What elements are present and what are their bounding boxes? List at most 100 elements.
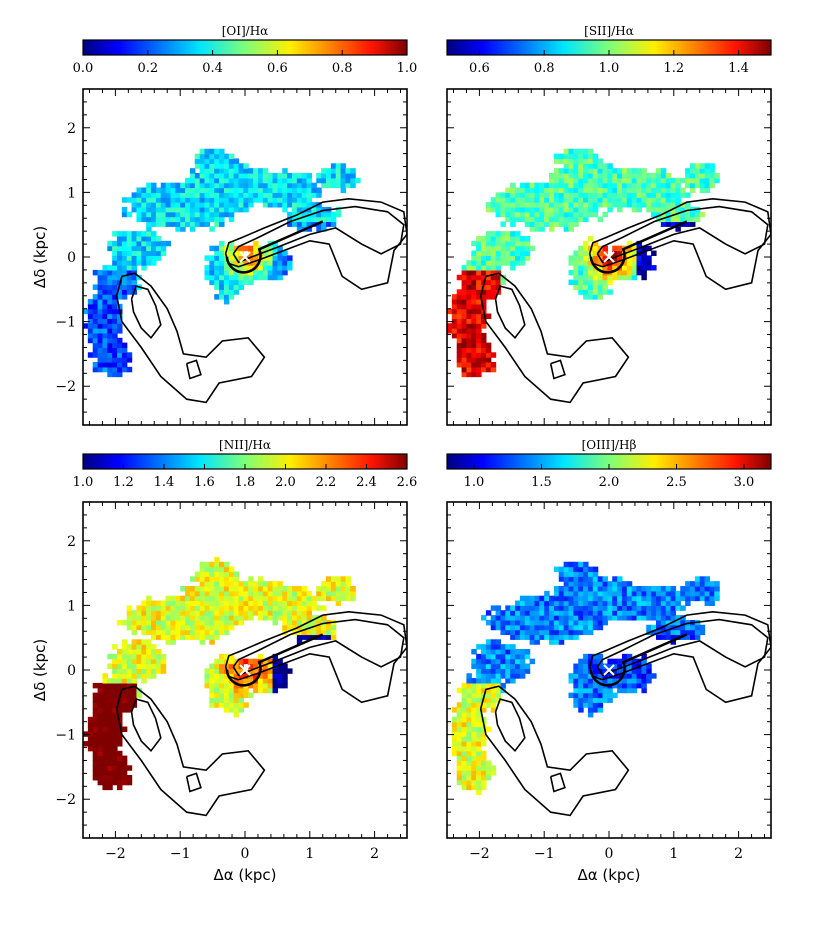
nucleus-marker — [603, 664, 615, 676]
heatmap-pixel — [621, 265, 628, 271]
heatmap-pixel — [607, 678, 613, 684]
heatmap-pixel — [665, 600, 672, 606]
heatmap-pixel — [175, 197, 181, 203]
heatmap-pixel — [529, 197, 536, 203]
colorbar-tick-label: 0.8 — [332, 61, 353, 76]
heatmap-pixel — [151, 260, 157, 266]
heatmap-pixel — [524, 197, 531, 203]
heatmap-pixel — [165, 240, 172, 247]
heatmap-pixel — [690, 182, 696, 189]
heatmap-pixel — [573, 153, 579, 160]
heatmap-pixel — [626, 177, 633, 184]
heatmap-pixel — [165, 187, 172, 193]
heatmap-pixel — [636, 605, 642, 611]
heatmap-pixel — [592, 289, 599, 295]
heatmap-pixel — [228, 658, 235, 665]
heatmap-pixel — [219, 692, 225, 699]
contour-line — [596, 205, 769, 264]
heatmap-pixel — [456, 731, 463, 737]
heatmap-pixel — [214, 187, 220, 193]
heatmap-pixel — [490, 255, 497, 261]
heatmap-pixel — [563, 177, 570, 184]
heatmap-pixel — [466, 673, 472, 679]
heatmap-pixel — [131, 697, 138, 703]
heatmap-pixel — [228, 576, 235, 582]
heatmap-pixel — [481, 673, 487, 679]
heatmap-pixel — [121, 255, 128, 261]
heatmap-pixel — [597, 284, 604, 290]
heatmap-pixel — [306, 187, 313, 193]
heatmap-pixel — [209, 255, 215, 261]
heatmap-pixel — [117, 328, 123, 334]
heatmap-pixel — [228, 279, 235, 286]
heatmap-pixel — [204, 158, 210, 164]
heatmap-pixel — [510, 265, 516, 271]
heatmap-pixel — [136, 260, 142, 266]
heatmap-pixel — [175, 182, 181, 189]
heatmap-pixel — [121, 755, 128, 762]
heatmap-pixel — [238, 177, 244, 184]
heatmap-pixel — [262, 615, 269, 621]
heatmap-pixel — [321, 586, 327, 592]
heatmap-pixel — [476, 736, 482, 742]
heatmap-pixel — [151, 221, 157, 227]
heatmap-pixel — [685, 182, 691, 189]
heatmap-pixel — [219, 586, 225, 592]
heatmap-pixel — [223, 610, 230, 616]
heatmap-pixel — [107, 299, 113, 305]
heatmap-pixel — [112, 255, 118, 261]
heatmap-pixel — [92, 318, 99, 324]
heatmap-pixel — [583, 682, 589, 689]
heatmap-pixel — [267, 658, 274, 665]
heatmap-pixel — [456, 721, 463, 728]
heatmap-pixel — [466, 299, 472, 305]
heatmap-pixel — [651, 192, 657, 198]
heatmap-pixel — [602, 192, 608, 198]
heatmap-pixel — [121, 649, 128, 655]
heatmap-pixel — [296, 610, 303, 616]
heatmap-pixel — [112, 745, 118, 752]
heatmap-pixel — [223, 673, 230, 679]
heatmap-pixel — [655, 605, 662, 611]
heatmap-pixel — [296, 639, 303, 645]
heatmap-pixel — [578, 702, 584, 708]
heatmap-pixel — [481, 663, 487, 669]
heatmap-pixel — [621, 595, 628, 602]
heatmap-pixel — [568, 197, 574, 203]
heatmap-pixel — [466, 760, 472, 766]
heatmap-pixel — [282, 600, 288, 606]
heatmap-pixel — [592, 576, 599, 582]
heatmap-pixel — [146, 192, 152, 198]
heatmap-pixel — [194, 187, 201, 193]
heatmap-pixel — [141, 240, 147, 247]
heatmap-pixel — [238, 678, 244, 684]
heatmap-pixel — [131, 197, 138, 203]
y-axis-label: Δδ (kpc) — [31, 639, 49, 701]
heatmap-pixel — [87, 745, 94, 752]
heatmap-pixel — [282, 595, 288, 602]
heatmap-pixel — [121, 765, 128, 771]
heatmap-pixel — [549, 629, 555, 636]
heatmap-pixel — [267, 668, 274, 674]
heatmap-pixel — [291, 192, 298, 198]
heatmap-pixel — [243, 615, 249, 621]
heatmap-pixel — [544, 615, 550, 621]
heatmap-pixel — [515, 624, 521, 631]
heatmap-pixel — [553, 615, 560, 621]
heatmap-pixel — [573, 202, 579, 208]
heatmap-pixel — [316, 173, 322, 179]
heatmap-pixel — [219, 624, 225, 631]
heatmap-pixel — [481, 716, 487, 723]
heatmap-pixel — [451, 299, 458, 305]
heatmap-pixel — [476, 750, 482, 757]
heatmap-pixel — [592, 668, 599, 674]
heatmap-pixel — [631, 173, 638, 179]
heatmap-pixel — [209, 158, 215, 164]
heatmap-pixel — [180, 605, 186, 611]
heatmap-pixel — [539, 216, 545, 223]
heatmap-pixel — [209, 586, 215, 592]
heatmap-pixel — [97, 736, 104, 742]
heatmap-pixel — [587, 187, 594, 193]
heatmap-pixel — [510, 240, 516, 247]
heatmap-pixel — [136, 639, 142, 645]
